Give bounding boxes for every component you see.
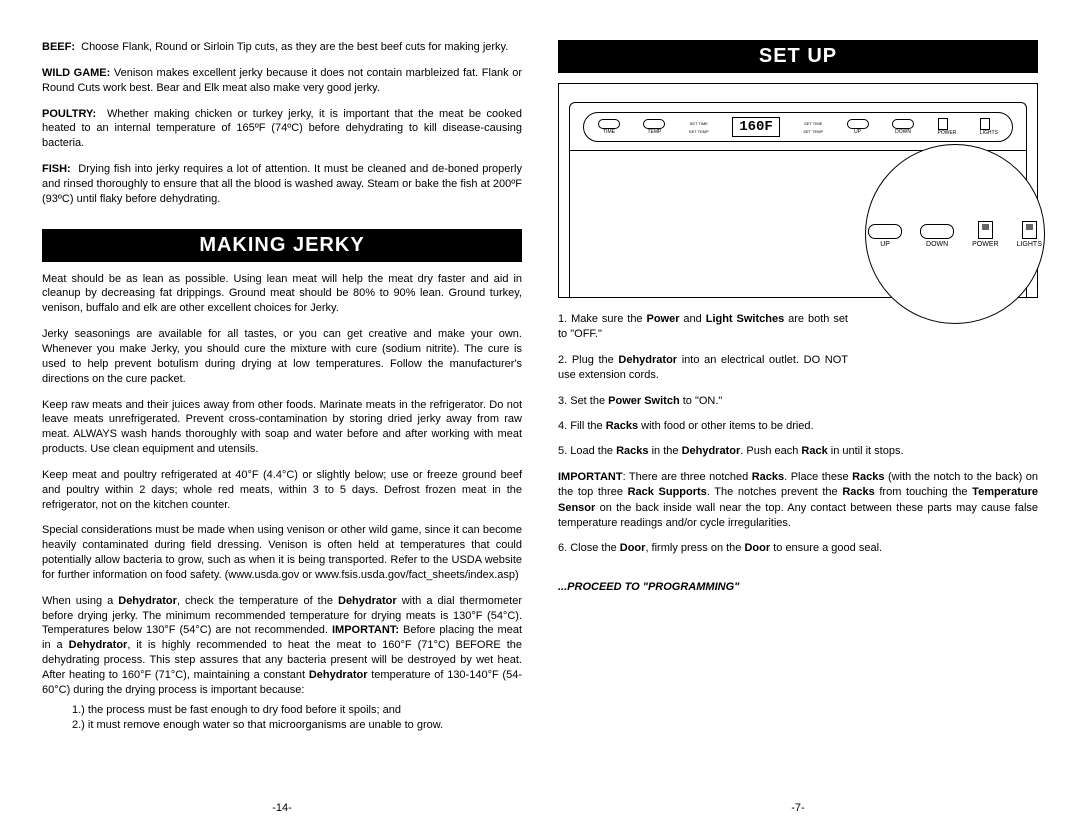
- poultry-para: POULTRY: Whether making chicken or turke…: [42, 107, 522, 152]
- beef-para: BEEF: Choose Flank, Round or Sirloin Tip…: [42, 40, 522, 55]
- left-column: BEEF: Choose Flank, Round or Sirloin Tip…: [42, 40, 522, 814]
- jerky-p5: Special considerations must be made when…: [42, 523, 522, 582]
- jerky-sub2: 2.) it must remove enough water so that …: [42, 718, 522, 733]
- step-6: 6. Close the Door, firmly press on the D…: [558, 541, 1038, 556]
- wild-label: WILD GAME:: [42, 67, 110, 79]
- jerky-p3: Keep raw meats and their juices away fro…: [42, 398, 522, 457]
- wild-text: Venison makes excellent jerky because it…: [42, 67, 522, 94]
- fish-para: FISH: Drying fish into jerky requires a …: [42, 162, 522, 207]
- setup-banner: SET UP: [558, 40, 1038, 73]
- making-jerky-banner: MAKING JERKY: [42, 229, 522, 262]
- step-2: 2. Plug the Dehydrator into an electrica…: [558, 353, 848, 384]
- important-note: IMPORTANT: There are three notched Racks…: [558, 470, 1038, 532]
- poultry-text: Whether making chicken or turkey jerky, …: [42, 108, 522, 150]
- jerky-sub1: 1.) the process must be fast enough to d…: [42, 703, 522, 718]
- beef-label: BEEF:: [42, 41, 75, 53]
- step-5: 5. Load the Racks in the Dehydrator. Pus…: [558, 444, 1038, 459]
- step-1: 1. Make sure the Power and Light Switche…: [558, 312, 848, 343]
- wild-para: WILD GAME: Venison makes excellent jerky…: [42, 66, 522, 96]
- dehydrator-diagram: TIME TEMP SET TIMESET TEMP 160F SET TIME…: [558, 83, 1038, 298]
- poultry-label: POULTRY:: [42, 108, 96, 120]
- proceed-note: ...PROCEED TO "PROGRAMMING": [558, 581, 1038, 593]
- jerky-p4: Keep meat and poultry refrigerated at 40…: [42, 468, 522, 513]
- jerky-p6: When using a Dehydrator, check the tempe…: [42, 594, 522, 698]
- beef-text: Choose Flank, Round or Sirloin Tip cuts,…: [81, 41, 508, 53]
- page-right: -7-: [558, 802, 1038, 814]
- fish-text: Drying fish into jerky requires a lot of…: [42, 163, 522, 205]
- jerky-p2: Jerky seasonings are available for all t…: [42, 327, 522, 386]
- lcd-display: 160F: [732, 117, 780, 137]
- step-3: 3. Set the Power Switch to "ON.": [558, 394, 1038, 409]
- step-4: 4. Fill the Racks with food or other ite…: [558, 419, 1038, 434]
- jerky-p1: Meat should be as lean as possible. Usin…: [42, 272, 522, 317]
- page-left: -14-: [42, 802, 522, 814]
- fish-label: FISH:: [42, 163, 71, 175]
- zoom-circle: UP DOWN POWER LIGHTS: [865, 144, 1045, 324]
- right-column: SET UP TIME TEMP SET TIMESET TEMP 160F S…: [558, 40, 1038, 814]
- control-panel: TIME TEMP SET TIMESET TEMP 160F SET TIME…: [583, 112, 1013, 142]
